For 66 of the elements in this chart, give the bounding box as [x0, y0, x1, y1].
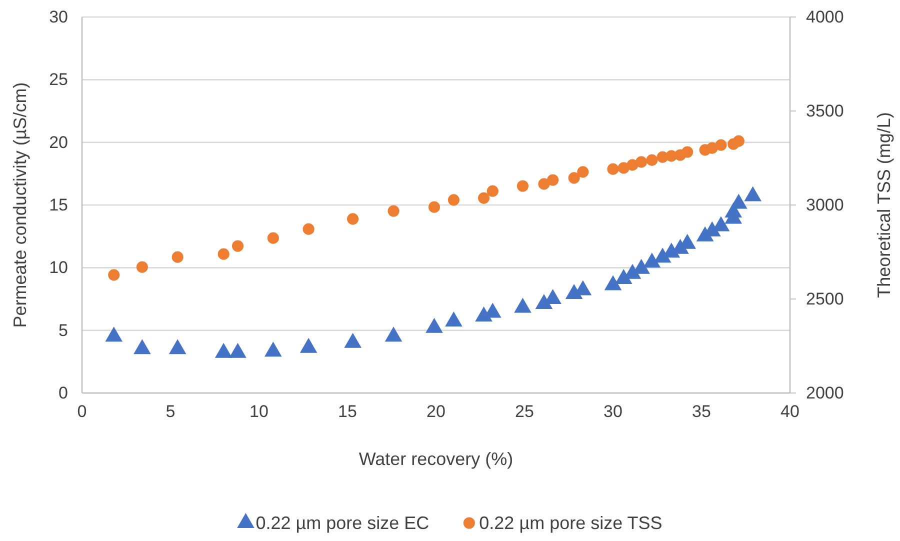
x-tick-label: 30	[604, 402, 622, 422]
legend-label: 0.22 µm pore size EC	[256, 513, 430, 533]
y-tick-label: 10	[49, 258, 68, 278]
point	[134, 339, 151, 354]
x-tick-label: 5	[166, 402, 176, 422]
point	[516, 180, 529, 192]
point	[388, 205, 400, 217]
y2-tick-label: 2000	[806, 383, 844, 402]
point	[232, 240, 244, 252]
point	[214, 342, 232, 358]
point	[302, 223, 314, 235]
point	[514, 298, 532, 313]
y2-tick-label: 3500	[806, 101, 844, 120]
x-tick-label: 20	[426, 402, 446, 422]
point	[347, 213, 359, 225]
x-tick-label: 10	[250, 402, 268, 422]
point	[264, 342, 282, 357]
y2-axis-title: Theoretical TSS (mg/L)	[874, 112, 894, 298]
point	[448, 194, 460, 206]
x-axis-title: Water recovery (%)	[358, 449, 514, 469]
x-tick-label: 25	[515, 402, 534, 422]
point	[646, 154, 658, 166]
point	[300, 338, 318, 353]
point	[547, 174, 559, 186]
point	[426, 318, 443, 333]
point	[218, 248, 230, 260]
point	[105, 326, 123, 342]
y-tick-label: 15	[49, 195, 68, 214]
y2-tick-label: 2500	[806, 289, 844, 308]
y-axis-title: Permeate conductivity (µS/cm)	[10, 82, 30, 328]
point	[607, 163, 619, 175]
point	[604, 275, 622, 290]
point	[643, 252, 661, 268]
y-tick-label: 30	[49, 7, 68, 26]
y-tick-label: 20	[49, 132, 68, 152]
x-tick-label: 35	[692, 402, 711, 422]
y-tick-label: 0	[58, 383, 68, 402]
point	[568, 172, 580, 184]
y2-tick-label: 3000	[806, 195, 844, 214]
point	[478, 192, 490, 204]
point	[428, 201, 440, 213]
point	[229, 342, 246, 358]
y-tick-label: 25	[49, 70, 68, 90]
point	[715, 139, 727, 151]
point	[267, 232, 279, 244]
point	[384, 326, 402, 342]
point	[538, 178, 550, 190]
point	[730, 194, 748, 209]
y-tick-label: 5	[58, 320, 68, 340]
legend-label: 0.22 µm pore size TSS	[479, 513, 662, 533]
point	[636, 156, 648, 168]
point	[744, 186, 762, 202]
point	[168, 339, 186, 354]
point	[486, 185, 498, 197]
point	[136, 261, 148, 273]
y2-tick-label: 4000	[806, 7, 844, 26]
x-tick-label: 0	[77, 402, 87, 422]
x-tick-label: 40	[780, 402, 800, 422]
point	[344, 332, 362, 348]
x-tick-label: 15	[338, 402, 357, 422]
point	[682, 146, 694, 158]
point	[577, 166, 589, 178]
point	[108, 269, 120, 281]
point	[172, 251, 184, 263]
point	[732, 135, 744, 147]
point	[445, 312, 462, 327]
